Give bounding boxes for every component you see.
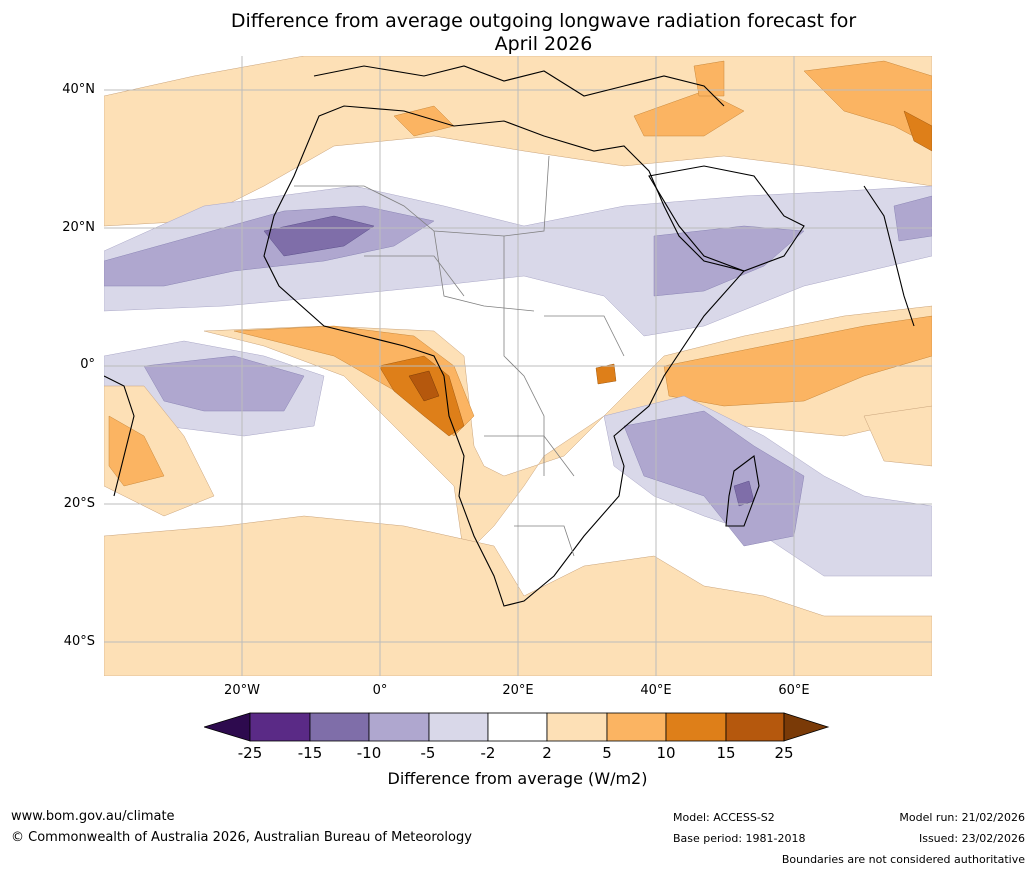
colorbar-bin-2 [309, 712, 370, 742]
madagascar-coastline [725, 455, 760, 527]
lon-label-0: 0° [372, 683, 388, 698]
colorbar-bin-7 [606, 712, 667, 742]
colorbar-tick-3: -10 [356, 744, 382, 762]
footer-issued: Issued: 23/02/2026 [918, 832, 1025, 845]
colorbar-label: Difference from average (W/m2) [0, 769, 1035, 788]
title-line-1: Difference from average outgoing longwav… [230, 10, 857, 32]
colorbar-tick-6: 2 [542, 744, 552, 762]
footer-website[interactable]: www.bom.gov.au/climate [11, 809, 175, 824]
lat-label-40s: 40°S [63, 634, 95, 649]
colorbar-tick-7: 5 [602, 744, 612, 762]
colorbar-bin-3 [368, 712, 430, 742]
lon-label-60e: 60°E [778, 683, 810, 698]
lat-label-0: 0° [80, 357, 95, 372]
africa-coastline [263, 105, 746, 607]
lon-label-20w: 20°W [224, 683, 260, 698]
colorbar-tick-4: -5 [420, 744, 436, 762]
colorbar-tick-9: 15 [716, 744, 736, 762]
colorbar-label-text: Difference from average (W/m2) [387, 769, 648, 788]
colorbar-tick-5: -2 [480, 744, 496, 762]
footer-disclaimer: Boundaries are not considered authoritat… [781, 853, 1025, 866]
colorbar-tick-2: -15 [297, 744, 323, 762]
footer-model-run: Model run: 21/02/2026 [899, 811, 1025, 824]
lat-label-40n: 40°N [62, 82, 95, 97]
lat-label-20s: 20°S [63, 496, 95, 511]
footer-model: Model: ACCESS-S2 [673, 811, 775, 824]
south-america-coastline [104, 375, 135, 497]
map-svg [104, 56, 932, 676]
coastlines [104, 65, 915, 607]
colorbar-arrow-high [783, 712, 830, 742]
colorbar-bin-8 [665, 712, 727, 742]
colorbar-bin-4 [428, 712, 489, 742]
country-borders [294, 155, 625, 557]
colorbar-tick-8: 10 [656, 744, 676, 762]
india-coastline [863, 185, 915, 327]
anomaly-map [104, 56, 932, 676]
colorbar-tick-1: -25 [237, 744, 263, 762]
colorbar-bin-9 [725, 712, 785, 742]
colorbar-bin-1 [249, 712, 311, 742]
footer-base-period: Base period: 1981-2018 [673, 832, 806, 845]
europe-coastline [313, 65, 725, 107]
colorbar [204, 712, 830, 742]
arabia-coastline [648, 165, 805, 272]
lon-label-40e: 40°E [640, 683, 672, 698]
title-line-2: April 2026 [494, 33, 593, 55]
colorbar-bin-6 [546, 712, 608, 742]
colorbar-tick-10: 25 [774, 744, 794, 762]
lon-label-20e: 20°E [502, 683, 534, 698]
colorbar-bin-5 [487, 712, 548, 742]
footer-copyright: © Commonwealth of Australia 2026, Austra… [11, 830, 472, 845]
graticule [104, 56, 932, 676]
colorbar-arrow-low [204, 712, 251, 742]
lat-label-20n: 20°N [62, 220, 95, 235]
chart-title: Difference from average outgoing longwav… [0, 10, 1035, 56]
